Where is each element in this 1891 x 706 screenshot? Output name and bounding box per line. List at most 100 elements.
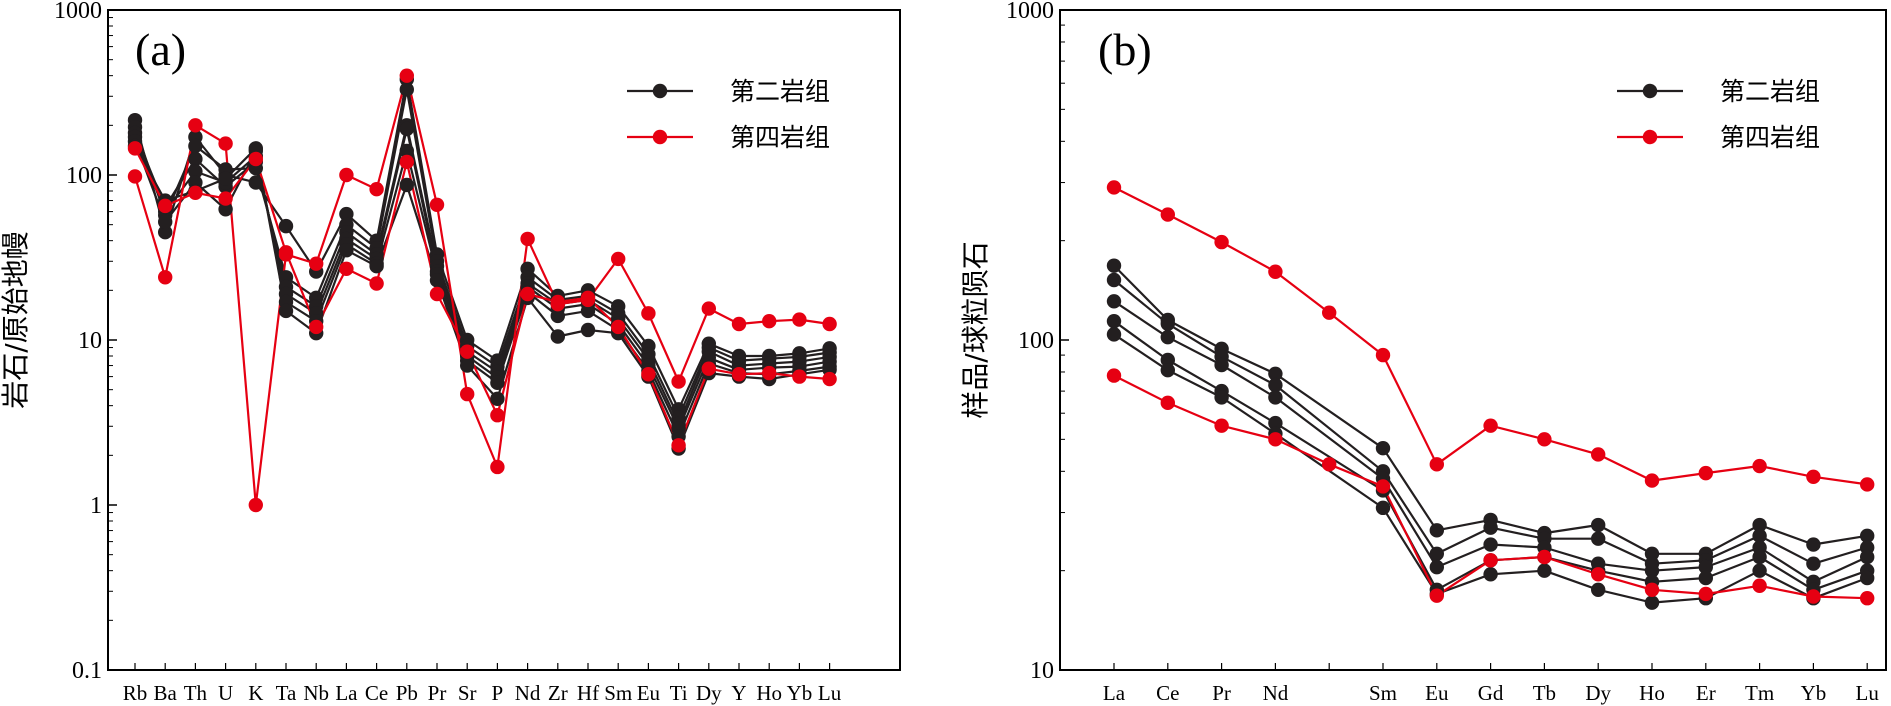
data-point <box>218 171 233 186</box>
data-point <box>1375 500 1391 516</box>
data-point <box>611 319 626 335</box>
data-point <box>671 438 686 453</box>
data-point <box>158 270 173 285</box>
data-point <box>1268 377 1283 393</box>
data-point <box>1698 559 1714 575</box>
data-point <box>309 319 324 335</box>
data-point <box>580 290 596 306</box>
x-tick-label: Pr <box>1212 681 1231 705</box>
data-point <box>1483 537 1498 552</box>
x-tick-label: Zr <box>548 681 568 705</box>
data-point <box>1752 458 1767 474</box>
data-point <box>1322 457 1337 472</box>
data-point <box>1537 549 1552 565</box>
y-tick-label: 1000 <box>1006 0 1054 24</box>
x-tick-label: Lu <box>818 681 842 705</box>
panel-label: (b) <box>1098 24 1152 75</box>
x-tick-label: Nd <box>515 681 541 705</box>
data-point <box>1429 588 1445 603</box>
data-point <box>550 329 565 344</box>
y-axis-label: 样品/球粒陨石 <box>959 241 992 418</box>
x-tick-label: P <box>492 681 504 705</box>
y-tick-label: 10 <box>78 328 102 354</box>
data-point <box>339 167 354 183</box>
data-point <box>1698 586 1714 602</box>
data-point <box>127 141 143 156</box>
data-point <box>339 243 354 258</box>
data-point <box>1429 546 1445 561</box>
data-point <box>278 245 294 260</box>
data-point <box>1160 395 1176 411</box>
data-point <box>1214 357 1229 373</box>
data-point <box>550 308 565 324</box>
data-point <box>188 185 203 201</box>
x-tick-label: Gd <box>1478 681 1504 705</box>
data-point <box>399 177 414 193</box>
data-point <box>1806 556 1821 571</box>
data-point <box>731 316 747 332</box>
x-tick-label: Pr <box>428 681 447 705</box>
data-point <box>1214 390 1229 405</box>
data-point <box>1752 578 1767 593</box>
x-tick-label: La <box>335 681 358 705</box>
series-line <box>1113 279 1868 565</box>
data-point <box>762 313 777 329</box>
data-point <box>248 497 263 513</box>
data-point <box>188 151 203 167</box>
data-point <box>309 256 324 271</box>
data-point <box>369 182 384 197</box>
data-point <box>1322 305 1337 320</box>
data-point <box>248 151 263 167</box>
data-point <box>460 386 475 402</box>
data-point <box>701 361 716 376</box>
data-point <box>641 367 656 382</box>
data-point <box>399 121 414 137</box>
y-tick-label: 1 <box>90 493 102 519</box>
data-point <box>1860 477 1875 492</box>
data-point <box>460 358 475 373</box>
data-point <box>218 202 233 217</box>
data-point <box>429 273 445 288</box>
data-point <box>1429 457 1445 472</box>
data-point <box>1106 180 1122 195</box>
data-point <box>1483 553 1498 568</box>
data-point <box>1375 441 1391 456</box>
data-point <box>822 316 837 332</box>
legend-label: 第四岩组 <box>730 123 830 152</box>
data-point <box>127 169 143 184</box>
data-point <box>1806 589 1821 604</box>
data-point <box>1806 537 1821 552</box>
data-point <box>520 231 535 247</box>
series-line <box>1113 333 1868 604</box>
data-point <box>792 369 807 384</box>
data-point <box>1106 327 1122 342</box>
x-tick-label: Tm <box>1745 681 1774 705</box>
data-point <box>1860 528 1875 544</box>
data-point <box>1483 567 1498 582</box>
data-point <box>248 141 263 156</box>
legend-marker <box>1642 83 1658 99</box>
x-tick-label: Y <box>731 681 746 705</box>
series-line <box>133 140 830 438</box>
data-point <box>369 276 384 291</box>
data-point <box>1106 294 1122 309</box>
data-point <box>1591 567 1606 582</box>
series-line <box>1113 264 1868 555</box>
x-tick-label: Ti <box>670 681 688 705</box>
data-point <box>490 391 505 407</box>
x-tick-label: Eu <box>1425 681 1449 705</box>
data-point <box>580 303 596 319</box>
data-point <box>520 286 535 302</box>
x-tick-label: Dy <box>696 681 722 705</box>
data-point <box>188 118 203 133</box>
y-tick-label: 100 <box>66 163 102 189</box>
x-tick-label: Dy <box>1585 681 1611 705</box>
data-point <box>1752 563 1767 578</box>
data-point <box>158 198 173 214</box>
data-point <box>1537 563 1552 578</box>
data-point <box>822 371 837 387</box>
data-point <box>1375 347 1391 363</box>
data-point <box>1160 329 1176 345</box>
data-point <box>1644 582 1660 597</box>
